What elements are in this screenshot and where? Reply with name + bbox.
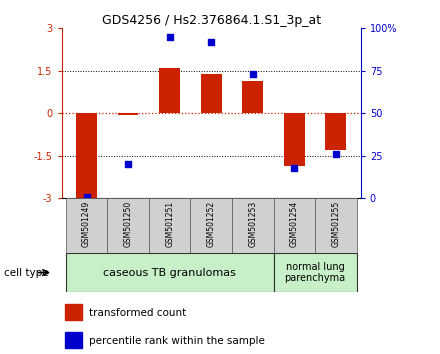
FancyBboxPatch shape bbox=[232, 198, 274, 253]
Text: caseous TB granulomas: caseous TB granulomas bbox=[103, 268, 236, 278]
FancyBboxPatch shape bbox=[274, 253, 357, 292]
FancyBboxPatch shape bbox=[66, 198, 107, 253]
Bar bbox=[65, 332, 82, 348]
FancyBboxPatch shape bbox=[149, 198, 191, 253]
FancyBboxPatch shape bbox=[315, 198, 357, 253]
Point bbox=[208, 39, 215, 45]
Text: GSM501251: GSM501251 bbox=[165, 200, 174, 246]
FancyBboxPatch shape bbox=[274, 198, 315, 253]
Bar bbox=[76, 113, 97, 198]
Bar bbox=[284, 113, 305, 166]
Bar bbox=[326, 113, 346, 150]
FancyBboxPatch shape bbox=[107, 198, 149, 253]
Point bbox=[332, 151, 339, 157]
Title: GDS4256 / Hs2.376864.1.S1_3p_at: GDS4256 / Hs2.376864.1.S1_3p_at bbox=[102, 14, 321, 27]
FancyBboxPatch shape bbox=[66, 253, 274, 292]
Text: normal lung
parenchyma: normal lung parenchyma bbox=[285, 262, 346, 284]
Bar bbox=[242, 81, 263, 113]
Point bbox=[249, 72, 256, 77]
Text: GSM501252: GSM501252 bbox=[207, 200, 216, 246]
Text: GSM501254: GSM501254 bbox=[290, 200, 299, 247]
Bar bbox=[118, 113, 139, 115]
Text: GSM501250: GSM501250 bbox=[124, 200, 132, 247]
Text: percentile rank within the sample: percentile rank within the sample bbox=[89, 336, 265, 346]
Point bbox=[166, 34, 173, 40]
Point bbox=[291, 165, 298, 171]
Bar bbox=[201, 74, 222, 113]
Text: GSM501255: GSM501255 bbox=[331, 200, 341, 247]
FancyBboxPatch shape bbox=[191, 198, 232, 253]
Bar bbox=[65, 304, 82, 320]
Point bbox=[83, 195, 90, 200]
Text: cell type: cell type bbox=[4, 268, 49, 278]
Text: transformed count: transformed count bbox=[89, 308, 187, 318]
Point bbox=[125, 161, 132, 167]
Text: GSM501253: GSM501253 bbox=[248, 200, 257, 247]
Text: GSM501249: GSM501249 bbox=[82, 200, 91, 247]
Bar bbox=[159, 68, 180, 113]
